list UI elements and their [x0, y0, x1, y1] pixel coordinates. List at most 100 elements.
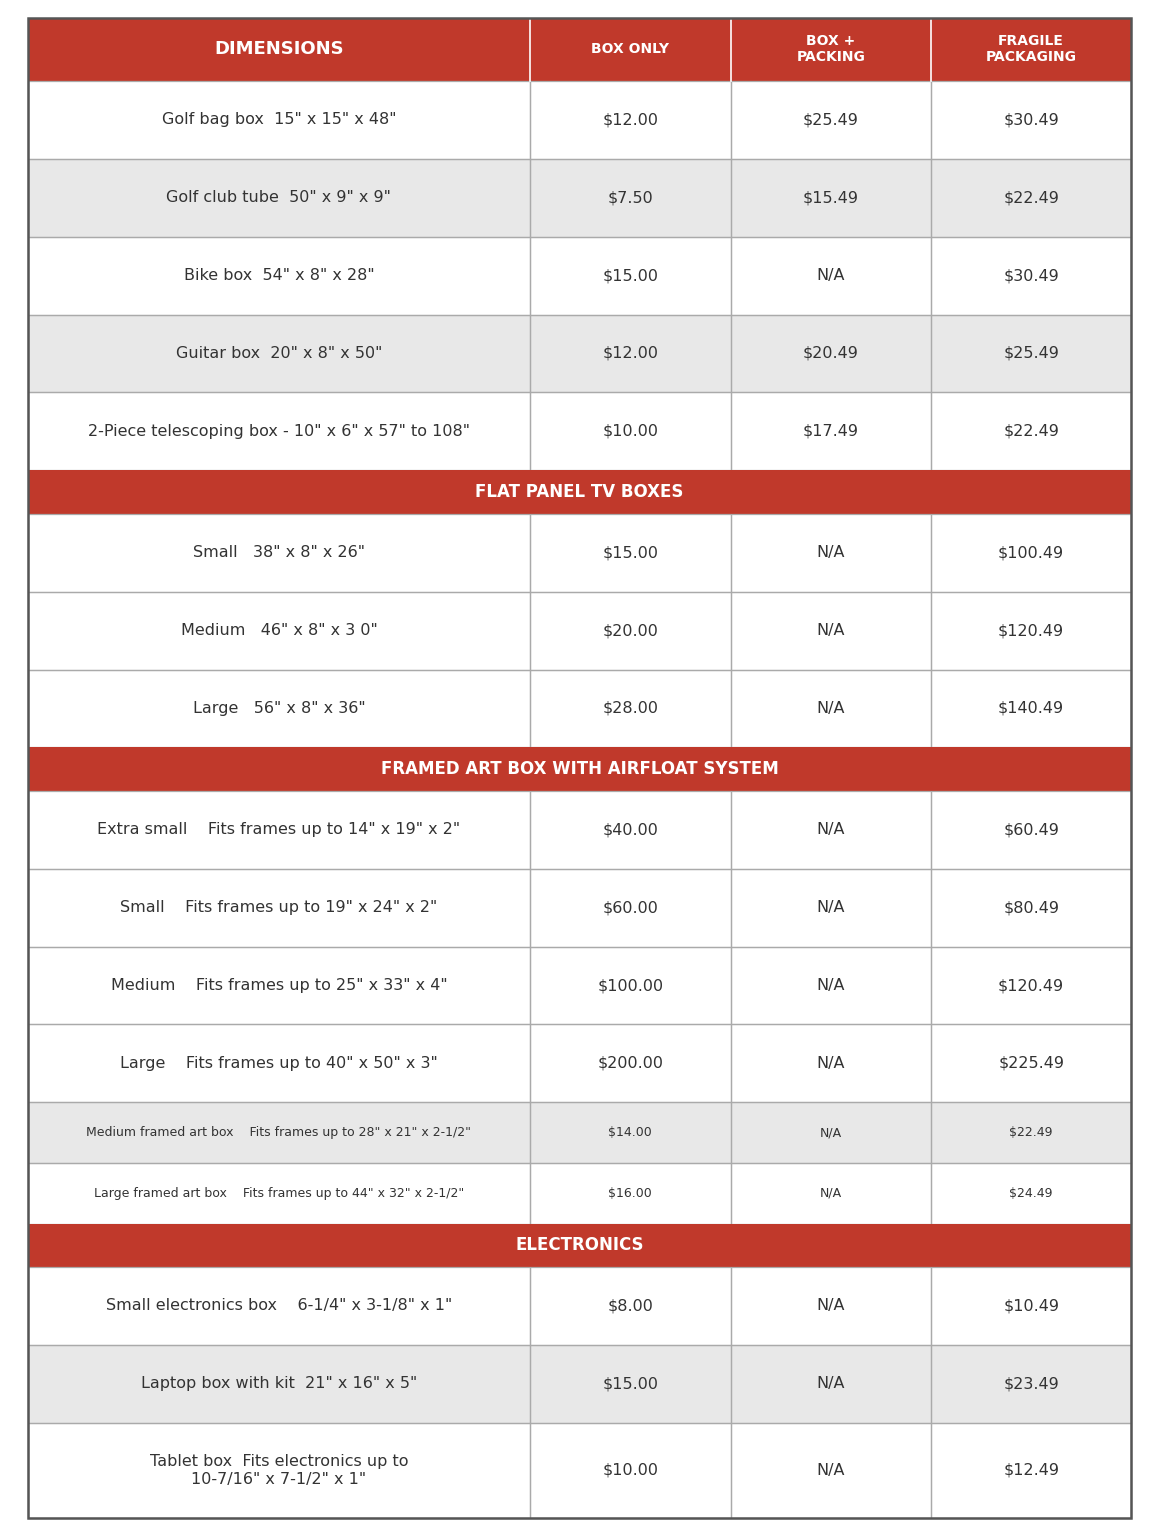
Bar: [28, 869, 1131, 946]
Text: Medium framed art box    Fits frames up to 28" x 21" x 2-1/2": Medium framed art box Fits frames up to …: [87, 1126, 472, 1140]
Bar: [28, 470, 1131, 513]
Text: $22.49: $22.49: [1004, 424, 1059, 439]
Bar: [530, 315, 730, 393]
Text: $7.50: $7.50: [607, 190, 654, 206]
Text: $80.49: $80.49: [1004, 900, 1059, 915]
Text: Large    Fits frames up to 40" x 50" x 3": Large Fits frames up to 40" x 50" x 3": [121, 1055, 438, 1071]
Text: $10.00: $10.00: [603, 1462, 658, 1478]
Text: Bike box  54" x 8" x 28": Bike box 54" x 8" x 28": [183, 269, 374, 283]
Text: Extra small    Fits frames up to 14" x 19" x 2": Extra small Fits frames up to 14" x 19" …: [97, 822, 460, 837]
Text: $30.49: $30.49: [1004, 269, 1059, 283]
Text: $15.00: $15.00: [603, 545, 658, 561]
Text: $40.00: $40.00: [603, 822, 658, 837]
Bar: [530, 946, 730, 1025]
Text: FRAGILE
PACKAGING: FRAGILE PACKAGING: [985, 34, 1077, 65]
Text: $225.49: $225.49: [998, 1055, 1064, 1071]
Text: BOX +
PACKING: BOX + PACKING: [796, 34, 866, 65]
Text: $100.00: $100.00: [597, 978, 663, 994]
Bar: [28, 1025, 530, 1103]
Bar: [530, 1346, 730, 1422]
Text: $23.49: $23.49: [1004, 1376, 1059, 1392]
Bar: [730, 315, 932, 393]
Bar: [932, 670, 1131, 748]
Text: N/A: N/A: [817, 545, 845, 561]
Bar: [28, 670, 1131, 748]
Bar: [28, 158, 530, 237]
Bar: [932, 158, 1131, 237]
Bar: [28, 591, 1131, 670]
Text: Laptop box with kit  21" x 16" x 5": Laptop box with kit 21" x 16" x 5": [140, 1376, 417, 1392]
Bar: [730, 1025, 932, 1103]
Bar: [28, 670, 530, 748]
Bar: [932, 1103, 1131, 1163]
Bar: [932, 791, 1131, 869]
Bar: [530, 869, 730, 946]
Bar: [28, 748, 1131, 791]
Text: Medium    Fits frames up to 25" x 33" x 4": Medium Fits frames up to 25" x 33" x 4": [110, 978, 447, 994]
Text: $120.49: $120.49: [998, 978, 1064, 994]
Bar: [28, 1346, 1131, 1422]
Bar: [730, 1346, 932, 1422]
Bar: [932, 1346, 1131, 1422]
Bar: [730, 869, 932, 946]
Bar: [932, 591, 1131, 670]
Text: 2-Piece telescoping box - 10" x 6" x 57" to 108": 2-Piece telescoping box - 10" x 6" x 57"…: [88, 424, 469, 439]
Bar: [932, 315, 1131, 393]
Bar: [28, 1267, 1131, 1346]
Bar: [28, 1025, 1131, 1103]
Text: N/A: N/A: [817, 900, 845, 915]
Bar: [530, 513, 730, 591]
Bar: [730, 513, 932, 591]
Bar: [28, 791, 1131, 869]
Text: Medium   46" x 8" x 3 0": Medium 46" x 8" x 3 0": [181, 624, 378, 637]
Text: $15.00: $15.00: [603, 269, 658, 283]
Text: N/A: N/A: [819, 1126, 843, 1140]
Bar: [530, 1422, 730, 1518]
Bar: [530, 670, 730, 748]
Text: $24.49: $24.49: [1009, 1187, 1052, 1200]
Text: N/A: N/A: [817, 269, 845, 283]
Text: $10.49: $10.49: [1004, 1298, 1059, 1313]
Bar: [28, 237, 1131, 315]
Text: FLAT PANEL TV BOXES: FLAT PANEL TV BOXES: [475, 482, 684, 501]
Bar: [28, 315, 530, 393]
Bar: [28, 237, 530, 315]
Bar: [28, 1163, 1131, 1224]
Bar: [730, 1267, 932, 1346]
Bar: [28, 1163, 530, 1224]
Bar: [530, 158, 730, 237]
Bar: [28, 946, 1131, 1025]
Bar: [932, 81, 1131, 158]
Bar: [730, 237, 932, 315]
Bar: [730, 1422, 932, 1518]
Text: $30.49: $30.49: [1004, 112, 1059, 127]
Bar: [530, 1163, 730, 1224]
Text: $12.00: $12.00: [603, 346, 658, 361]
Bar: [28, 18, 1131, 81]
Bar: [28, 1267, 530, 1346]
Text: $12.00: $12.00: [603, 112, 658, 127]
Text: $22.49: $22.49: [1009, 1126, 1052, 1140]
Bar: [730, 393, 932, 470]
Bar: [28, 869, 530, 946]
Text: Golf bag box  15" x 15" x 48": Golf bag box 15" x 15" x 48": [162, 112, 396, 127]
Bar: [28, 513, 1131, 591]
Text: N/A: N/A: [817, 978, 845, 994]
Bar: [530, 1267, 730, 1346]
Text: $15.00: $15.00: [603, 1376, 658, 1392]
Bar: [28, 591, 530, 670]
Text: $15.49: $15.49: [803, 190, 859, 206]
Bar: [730, 158, 932, 237]
Bar: [730, 670, 932, 748]
Bar: [530, 81, 730, 158]
Bar: [730, 1103, 932, 1163]
Text: $8.00: $8.00: [607, 1298, 654, 1313]
Bar: [28, 81, 530, 158]
Bar: [730, 591, 932, 670]
Bar: [530, 393, 730, 470]
Text: N/A: N/A: [817, 1462, 845, 1478]
Bar: [28, 1103, 530, 1163]
Text: N/A: N/A: [817, 1376, 845, 1392]
Text: N/A: N/A: [817, 1298, 845, 1313]
Bar: [28, 81, 1131, 158]
